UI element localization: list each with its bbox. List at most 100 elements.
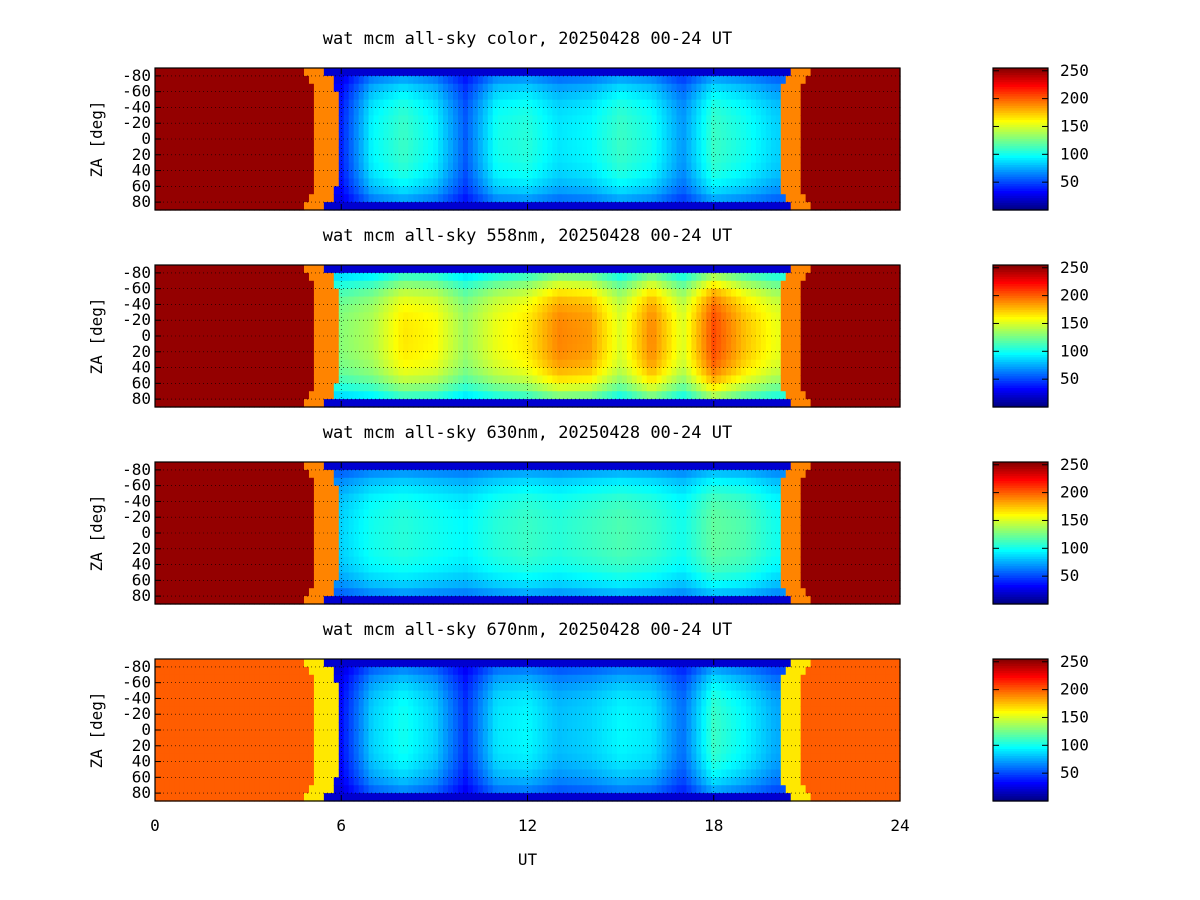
heatmap-cell — [159, 343, 166, 353]
heatmap-cell — [403, 162, 409, 172]
heatmap-cell — [537, 320, 543, 329]
heatmap-cell — [418, 194, 424, 203]
heatmap-cell — [661, 91, 668, 101]
heatmap-cell — [681, 194, 688, 203]
heatmap-cell — [219, 194, 226, 203]
heatmap-cell — [577, 154, 583, 164]
heatmap-cell — [234, 91, 241, 101]
heatmap-cell — [244, 186, 250, 195]
heatmap-cell — [179, 367, 186, 377]
heatmap-cell — [527, 123, 534, 132]
heatmap-cell — [656, 320, 663, 329]
heatmap-cell — [244, 312, 250, 321]
heatmap-cell — [239, 288, 245, 298]
heatmap-cell — [592, 351, 598, 361]
heatmap-cell — [199, 99, 206, 109]
heatmap-cell — [239, 115, 245, 124]
heatmap-cell — [557, 383, 563, 392]
heatmap-cell — [631, 68, 638, 77]
heatmap-cell — [611, 186, 618, 195]
heatmap-cell — [746, 288, 752, 298]
heatmap-cell — [775, 68, 782, 77]
heatmap-cell — [497, 115, 504, 124]
heatmap-cell — [830, 107, 837, 116]
y-tick-label: 20 — [132, 145, 151, 164]
heatmap-cell — [611, 265, 618, 274]
heatmap-cell — [294, 91, 300, 101]
heatmap-cell — [249, 343, 255, 353]
heatmap-cell — [701, 107, 707, 116]
heatmap-cell — [621, 312, 628, 321]
heatmap-cell — [716, 312, 722, 321]
heatmap-cell — [229, 272, 236, 282]
heatmap-cell — [313, 123, 320, 132]
heatmap-cell — [373, 202, 380, 211]
heatmap-cell — [875, 170, 881, 180]
heatmap-cell — [592, 336, 598, 345]
colorbar-tick-label: 250 — [1060, 61, 1089, 80]
heatmap-cell — [517, 296, 524, 306]
heatmap-cell — [304, 288, 310, 298]
heatmap-cell — [482, 83, 489, 93]
panel-1: wat mcm all-sky color, 20250428 00-24 UT… — [87, 29, 1089, 211]
heatmap-cell — [244, 123, 250, 132]
heatmap-cell — [448, 162, 454, 172]
heatmap-cell — [557, 351, 563, 361]
heatmap-cell — [492, 107, 499, 116]
heatmap-cell — [368, 296, 375, 306]
heatmap-cell — [542, 280, 548, 290]
heatmap-cell — [845, 131, 851, 140]
heatmap-cell — [880, 83, 886, 93]
heatmap-cell — [457, 194, 464, 203]
heatmap-cell — [716, 320, 722, 329]
heatmap-cell — [741, 375, 747, 384]
heatmap-cell — [572, 296, 578, 306]
heatmap-cell — [224, 280, 231, 290]
heatmap-cell — [532, 304, 539, 313]
heatmap-cell — [711, 107, 717, 116]
heatmap-cell — [453, 296, 459, 306]
heatmap-cell — [800, 123, 807, 132]
heatmap-cell — [512, 178, 519, 187]
heatmap-cell — [343, 107, 350, 116]
heatmap-cell — [174, 75, 181, 85]
heatmap-cell — [219, 399, 226, 408]
heatmap-cell — [597, 399, 603, 408]
heatmap-cell — [299, 312, 305, 321]
heatmap-cell — [512, 194, 519, 203]
heatmap-cell — [706, 272, 712, 282]
heatmap-cell — [269, 351, 275, 361]
heatmap-cell — [244, 296, 250, 306]
heatmap-cell — [855, 202, 861, 211]
heatmap-cell — [611, 194, 618, 203]
heatmap-cell — [214, 272, 221, 282]
heatmap-cell — [159, 304, 166, 313]
heatmap-cell — [532, 399, 539, 408]
heatmap-cell — [631, 304, 638, 313]
heatmap-cell — [751, 139, 757, 148]
heatmap-cell — [448, 107, 454, 116]
heatmap-cell — [378, 107, 385, 116]
heatmap-cell — [860, 68, 866, 77]
heatmap-cell — [448, 272, 454, 282]
heatmap-cell — [264, 312, 270, 321]
heatmap-cell — [542, 91, 548, 101]
heatmap-cell — [164, 399, 171, 408]
heatmap-cell — [472, 272, 479, 282]
heatmap-cell — [497, 146, 504, 156]
heatmap-cell — [597, 280, 603, 290]
heatmap-cell — [487, 170, 494, 180]
heatmap-cell — [870, 68, 876, 77]
heatmap-cell — [443, 115, 449, 124]
heatmap-cell — [219, 162, 226, 172]
heatmap-cell — [681, 343, 688, 353]
heatmap-cell — [631, 154, 638, 164]
heatmap-cell — [567, 343, 573, 353]
heatmap-cell — [577, 391, 583, 400]
heatmap-cell — [318, 162, 325, 172]
heatmap-cell — [403, 68, 409, 77]
heatmap-cell — [562, 115, 568, 124]
heatmap-cell — [398, 194, 404, 203]
heatmap-cell — [691, 178, 697, 187]
heatmap-cell — [587, 359, 593, 369]
